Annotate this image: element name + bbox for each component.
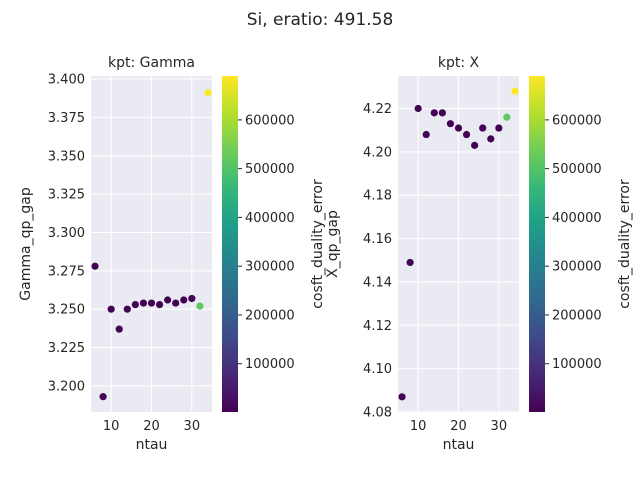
x-tick-label: 30 xyxy=(184,419,201,434)
x-tick-label: 20 xyxy=(450,419,467,434)
scatter-point xyxy=(155,301,164,309)
colorbar-tick-label: 200000 xyxy=(245,308,295,323)
scatter-point xyxy=(115,325,123,333)
scatter-point xyxy=(131,301,139,309)
colorbar-tick-label: 400000 xyxy=(552,211,602,226)
x-tick-label: 10 xyxy=(103,419,120,434)
y-tick-label: 3.350 xyxy=(48,149,85,164)
y-tick-label: 3.300 xyxy=(48,226,85,241)
scatter-point xyxy=(180,296,188,304)
colorbar-tick-label: 300000 xyxy=(245,260,295,275)
scatter-point xyxy=(139,299,148,307)
x-tick-label: 20 xyxy=(143,419,160,434)
colorbar-tick-label: 200000 xyxy=(552,308,602,323)
y-axis-label: X_qp_gap xyxy=(325,210,341,278)
x-axis-label: ntau xyxy=(136,437,168,453)
scatter-point xyxy=(107,305,115,313)
scatter-point xyxy=(471,141,479,149)
panel-gamma: 10 20 30 3.200 3.225 3.250 3.275 3.300 3.325 3.35… xyxy=(18,55,326,453)
y-tick-label: 3.250 xyxy=(48,303,85,318)
colorbar-tick-label: 600000 xyxy=(245,113,295,128)
chart-title: kpt: X xyxy=(438,55,480,71)
figure-title: Si, eratio: 491.58 xyxy=(247,10,394,30)
y-tick-label: 3.375 xyxy=(48,111,85,126)
scatter-point xyxy=(479,124,487,132)
scatter-point xyxy=(511,87,519,95)
scatter-point xyxy=(123,305,131,313)
scatter-point xyxy=(462,130,471,139)
colorbar-tick-label: 100000 xyxy=(245,357,295,372)
scatter-point xyxy=(487,135,495,143)
colorbar-tick-label: 500000 xyxy=(245,162,295,177)
colorbar xyxy=(529,76,545,412)
colorbar-tick-label: 400000 xyxy=(245,211,295,226)
y-tick-label: 4.10 xyxy=(363,362,392,377)
y-tick-label: 3.225 xyxy=(48,341,85,356)
y-tick-label: 4.14 xyxy=(363,275,392,290)
x-tick-label: 10 xyxy=(410,419,427,434)
scatter-point xyxy=(495,124,503,132)
y-tick-label: 4.20 xyxy=(363,145,392,160)
colorbar-label: cosft_duality_error xyxy=(617,179,633,309)
scatter-point xyxy=(188,294,196,303)
y-tick-label: 3.325 xyxy=(48,188,85,203)
y-axis-label: Gamma_qp_gap xyxy=(18,187,34,301)
scatter-point xyxy=(454,124,463,132)
chart-title: kpt: Gamma xyxy=(108,55,195,71)
scatter-point xyxy=(204,89,212,97)
x-axis-label: ntau xyxy=(443,437,475,453)
scatter-point xyxy=(398,393,406,401)
scatter-point xyxy=(414,104,422,113)
colorbar-tick-label: 100000 xyxy=(552,357,602,372)
x-tick-label: 30 xyxy=(491,419,508,434)
panel-x: 10 20 30 4.08 4.10 4.12 4.14 4.16 4.18 4.20 4.22 kp… xyxy=(325,55,633,453)
scatter-point xyxy=(438,109,446,117)
colorbar-tick-label: 500000 xyxy=(552,162,602,177)
colorbar-tick-label: 600000 xyxy=(552,113,602,128)
colorbar-tick-label: 300000 xyxy=(552,260,602,275)
scatter-point xyxy=(503,113,511,121)
y-tick-label: 4.16 xyxy=(363,232,392,247)
colorbar xyxy=(222,76,238,412)
scatter-point xyxy=(446,120,455,128)
scatter-point xyxy=(406,258,414,267)
y-tick-label: 4.08 xyxy=(363,406,392,421)
y-tick-label: 3.275 xyxy=(48,264,85,279)
scatter-point xyxy=(196,302,204,310)
y-tick-label: 4.18 xyxy=(363,189,392,204)
scatter-point xyxy=(147,299,156,307)
y-tick-label: 4.22 xyxy=(363,102,392,117)
scatter-point xyxy=(99,393,107,401)
y-tick-label: 4.12 xyxy=(363,319,392,334)
y-tick-label: 3.400 xyxy=(48,73,85,88)
scatter-point xyxy=(430,109,438,117)
scatter-point xyxy=(91,262,99,270)
y-tick-label: 3.200 xyxy=(48,379,85,394)
scatter-point xyxy=(164,296,172,304)
scatter-point xyxy=(172,299,180,307)
colorbar-label: cosft_duality_error xyxy=(310,179,326,309)
scatter-point xyxy=(422,130,430,139)
